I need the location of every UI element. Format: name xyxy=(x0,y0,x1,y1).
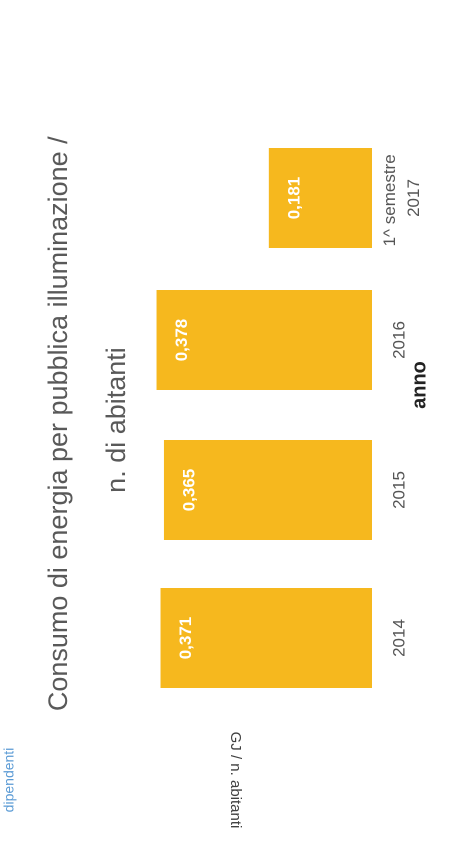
bar xyxy=(156,290,372,390)
x-tick-label: 2015 xyxy=(389,471,408,509)
bar xyxy=(163,440,372,540)
x-axis-label: anno xyxy=(408,361,430,409)
value-label: 0,371 xyxy=(176,617,195,660)
bar xyxy=(160,588,372,688)
x-tick-label: 2014 xyxy=(389,619,408,657)
side-text: dipendenti xyxy=(1,748,17,813)
value-label: 0,181 xyxy=(284,177,303,220)
chart-title: Consumo di energia per pubblica illumina… xyxy=(43,129,131,711)
bar xyxy=(268,148,372,248)
x-tick-label: 1^ semestre 2017 xyxy=(380,150,423,247)
y-axis-label: GJ / n. abitanti xyxy=(227,732,244,829)
x-tick-label: 2016 xyxy=(389,321,408,359)
value-label: 0,378 xyxy=(172,319,191,362)
rotated-chart: dipendenti Consumo di energia per pubbli… xyxy=(1,129,431,829)
value-label: 0,365 xyxy=(179,469,198,512)
